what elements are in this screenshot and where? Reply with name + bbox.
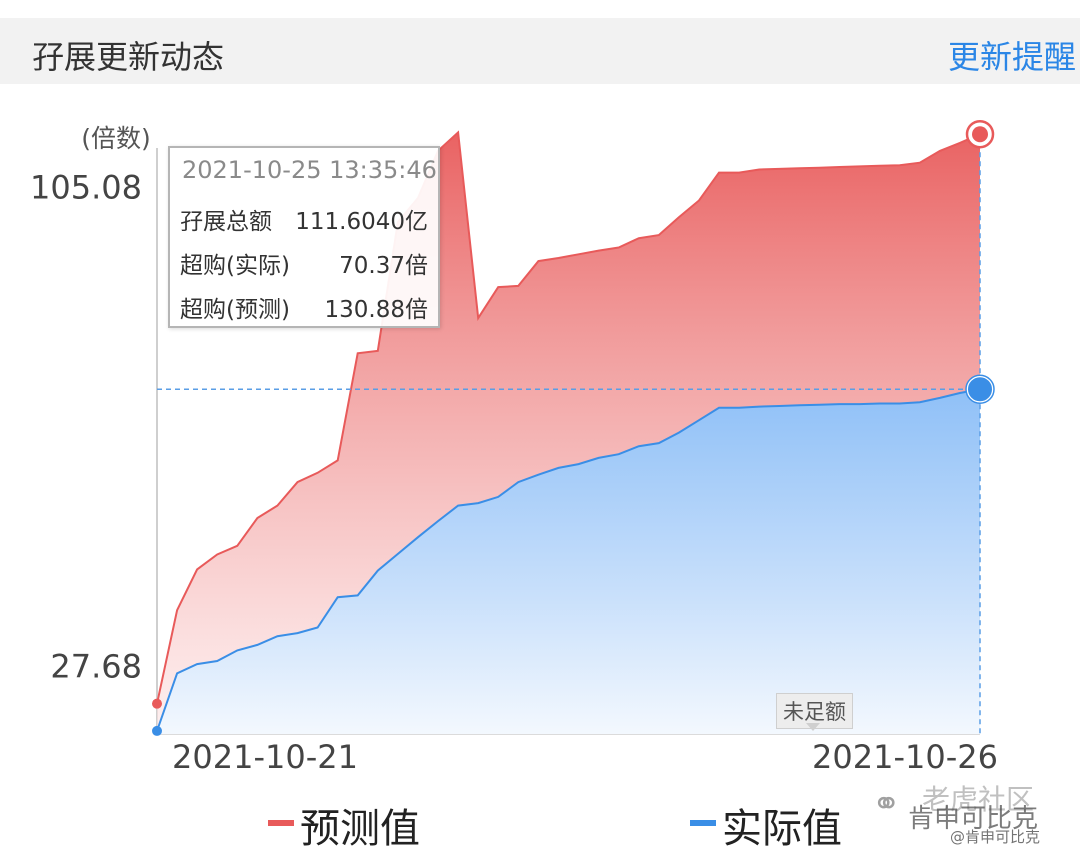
tooltip-row-actual: 超购(实际) 70.37倍	[180, 246, 428, 286]
y-tick-label: 105.08	[30, 169, 142, 207]
series-area-actual	[157, 389, 980, 734]
selected-point-forecast	[972, 126, 988, 143]
start-point-forecast	[152, 698, 162, 709]
page-title: 孖展更新动态	[32, 38, 225, 76]
tooltip-row-margin-total: 孖展总额 111.6040亿	[180, 202, 428, 242]
badge-pointer	[806, 723, 820, 731]
y-tick-labels: 105.08 27.68	[30, 169, 142, 686]
tooltip-value: 111.6040亿	[295, 209, 428, 235]
data-tooltip: 2021-10-25 13:35:46 孖展总额 111.6040亿 超购(实际…	[168, 146, 440, 328]
selected-point-actual	[966, 375, 994, 404]
x-tick-label: 2021-10-26	[812, 738, 998, 776]
tooltip-time: 2021-10-25 13:35:46	[182, 156, 437, 184]
header-bar: 孖展更新动态 更新提醒	[0, 18, 1080, 84]
series-line-forecast	[156, 130, 981, 704]
y-axis-label: (倍数)	[81, 124, 151, 153]
legend-label-forecast: 预测值	[300, 806, 420, 852]
tooltip-value: 70.37倍	[339, 253, 428, 279]
x-tick-label: 2021-10-21	[172, 738, 358, 776]
watermark: ⚭ 老虎社区 肯申可比克 @肯申可比克	[872, 778, 1072, 848]
wechat-icon: ⚭	[872, 784, 901, 824]
crosshair-guides	[157, 134, 981, 734]
tooltip-row-forecast: 超购(预测) 130.88倍	[180, 290, 428, 330]
update-reminder-link[interactable]: 更新提醒	[947, 38, 1076, 76]
legend-label-actual: 实际值	[722, 806, 842, 852]
tooltip-label: 超购(预测)	[180, 297, 290, 323]
series-markers	[152, 119, 995, 736]
selected-point-actual-ring	[965, 374, 995, 404]
watermark-community: 老虎社区	[922, 783, 1035, 816]
tooltip-value: 130.88倍	[324, 297, 428, 323]
start-point-actual	[152, 725, 162, 736]
x-tick-labels: 2021-10-21 2021-10-26	[172, 738, 998, 776]
tooltip-label: 孖展总额	[180, 209, 272, 235]
series-areas	[156, 130, 981, 734]
legend-swatch-forecast	[268, 820, 294, 826]
watermark-handle: @肯申可比克	[950, 828, 1041, 846]
watermark-author: 肯申可比克	[908, 804, 1039, 834]
series-line-actual	[156, 388, 981, 732]
y-tick-label: 27.68	[50, 648, 142, 686]
legend-swatch-actual	[690, 820, 716, 826]
tooltip-label: 超购(实际)	[180, 253, 290, 279]
